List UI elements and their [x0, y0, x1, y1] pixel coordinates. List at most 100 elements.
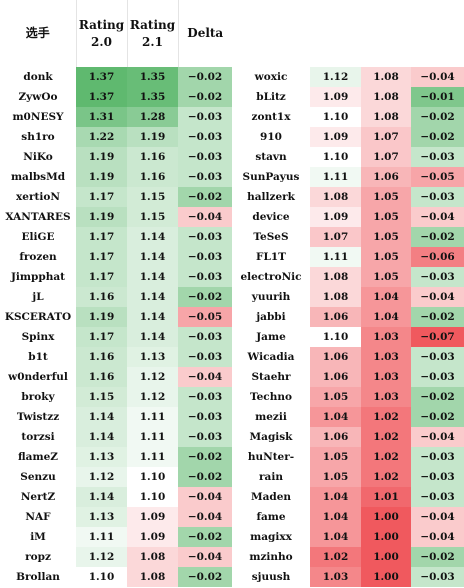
rating-2-0: 1.12 — [310, 67, 361, 87]
delta-value: −0.02 — [411, 107, 464, 127]
rating-2-1: 1.14 — [127, 327, 178, 347]
rating-2-0: 1.09 — [310, 87, 361, 107]
rating-2-1: 1.05 — [361, 227, 411, 247]
delta-value: −0.03 — [178, 267, 232, 287]
rating-2-1: 1.01 — [361, 487, 411, 507]
delta-value: −0.03 — [178, 247, 232, 267]
rating-2-1: 1.35 — [127, 67, 178, 87]
rating-2-1: 1.02 — [361, 467, 411, 487]
delta-value: −0.03 — [178, 327, 232, 347]
rating-2-0: 1.04 — [310, 507, 361, 527]
rating-2-0: 1.04 — [310, 487, 361, 507]
left-player-row: NiKo 1.19 1.16 −0.03 — [0, 147, 232, 167]
left-player-row: Senzu 1.12 1.10 −0.02 — [0, 467, 232, 487]
right-player-row: SunPayus 1.11 1.06 −0.05 — [232, 167, 464, 187]
rating-2-0: 1.11 — [310, 167, 361, 187]
rating-2-1: 1.35 — [127, 87, 178, 107]
player-name: donk — [23, 71, 53, 83]
player-name: Brollan — [16, 571, 60, 583]
rating-2-1: 1.02 — [361, 447, 411, 467]
delta-value: −0.06 — [411, 247, 464, 267]
player-name: Magisk — [249, 431, 293, 443]
rating-2-1: 1.11 — [127, 427, 178, 447]
right-player-row: Staehr 1.06 1.03 −0.03 — [232, 367, 464, 387]
delta-value: −0.03 — [411, 267, 464, 287]
player-name: sh1ro — [21, 131, 55, 143]
header-rating-2-1: Rating 2.1 — [127, 0, 179, 67]
left-player-row: sh1ro 1.22 1.19 −0.03 — [0, 127, 232, 147]
left-player-row: m0NESY 1.31 1.28 −0.03 — [0, 107, 232, 127]
right-player-row: mzinho 1.02 1.00 −0.02 — [232, 547, 464, 567]
right-player-row: sjuush 1.03 1.00 −0.03 — [232, 567, 464, 587]
right-player-row: magixx 1.04 1.00 −0.04 — [232, 527, 464, 547]
player-name: Techno — [250, 391, 292, 403]
right-player-row: 910 1.09 1.07 −0.02 — [232, 127, 464, 147]
player-name: jabbi — [256, 311, 286, 323]
header-row: 选手 Rating 2.0 Rating 2.1 Delta — [0, 0, 232, 67]
rating-2-0: 1.14 — [76, 487, 127, 507]
left-player-row: b1t 1.16 1.13 −0.03 — [0, 347, 232, 367]
rating-2-0: 1.37 — [76, 67, 127, 87]
rating-2-0: 1.12 — [76, 467, 127, 487]
right-player-row: Magisk 1.06 1.02 −0.04 — [232, 427, 464, 447]
delta-value: −0.02 — [178, 467, 232, 487]
left-player-row: jL 1.16 1.14 −0.02 — [0, 287, 232, 307]
header-rating-2-1-line1: Rating — [129, 17, 176, 32]
player-name: xertioN — [16, 191, 60, 203]
rating-2-0: 1.05 — [310, 447, 361, 467]
left-player-row: flameZ 1.13 1.11 −0.02 — [0, 447, 232, 467]
player-name: mezii — [255, 411, 287, 423]
rating-2-1: 1.16 — [127, 167, 178, 187]
delta-value: −0.05 — [178, 307, 232, 327]
rating-2-1: 1.14 — [127, 267, 178, 287]
rating-2-1: 1.08 — [361, 67, 411, 87]
player-name: Senzu — [20, 471, 56, 483]
right-player-row: yuurih 1.08 1.04 −0.04 — [232, 287, 464, 307]
rating-2-1: 1.09 — [127, 527, 178, 547]
right-table: woxic 1.12 1.08 −0.04 bLitz 1.09 1.08 −0.01 zont… — [232, 67, 464, 587]
left-player-row: Jimpphat 1.17 1.14 −0.03 — [0, 267, 232, 287]
rating-2-0: 1.04 — [310, 407, 361, 427]
rating-2-0: 1.16 — [76, 347, 127, 367]
rating-2-1: 1.12 — [127, 387, 178, 407]
delta-value: −0.04 — [411, 427, 464, 447]
right-player-row: stavn 1.10 1.07 −0.03 — [232, 147, 464, 167]
player-name: rain — [259, 471, 283, 483]
delta-value: −0.04 — [178, 547, 232, 567]
right-player-row: hallzerk 1.08 1.05 −0.03 — [232, 187, 464, 207]
delta-value: −0.05 — [411, 167, 464, 187]
rating-2-1: 1.07 — [361, 127, 411, 147]
player-name: NiKo — [23, 151, 53, 163]
player-name: flameZ — [18, 451, 58, 463]
right-player-row: mezii 1.04 1.02 −0.02 — [232, 407, 464, 427]
player-name: m0NESY — [12, 111, 64, 123]
delta-value: −0.04 — [178, 507, 232, 527]
player-name: bLitz — [256, 91, 286, 103]
player-name: KSCERATO — [4, 311, 72, 323]
delta-value: −0.03 — [178, 347, 232, 367]
rating-2-1: 1.11 — [127, 447, 178, 467]
rating-2-1: 1.08 — [127, 567, 178, 587]
player-name: huNter- — [247, 451, 295, 463]
player-name: b1t — [28, 351, 48, 363]
rating-2-0: 1.09 — [310, 207, 361, 227]
delta-value: −0.02 — [178, 567, 232, 587]
delta-value: −0.03 — [178, 107, 232, 127]
rating-2-1: 1.03 — [361, 387, 411, 407]
delta-value: −0.03 — [178, 147, 232, 167]
delta-value: −0.04 — [178, 487, 232, 507]
rating-2-0: 1.11 — [310, 247, 361, 267]
left-player-row: xertioN 1.17 1.15 −0.02 — [0, 187, 232, 207]
rating-2-0: 1.06 — [310, 347, 361, 367]
player-name: fame — [256, 511, 286, 523]
player-name: malbsMd — [10, 171, 66, 183]
rating-2-0: 1.10 — [76, 567, 127, 587]
rating-2-1: 1.02 — [361, 427, 411, 447]
delta-value: −0.02 — [178, 287, 232, 307]
rating-2-1: 1.03 — [361, 367, 411, 387]
player-name: NAF — [25, 511, 51, 523]
rating-2-0: 1.17 — [76, 267, 127, 287]
delta-value: −0.02 — [411, 307, 464, 327]
rating-2-1: 1.28 — [127, 107, 178, 127]
